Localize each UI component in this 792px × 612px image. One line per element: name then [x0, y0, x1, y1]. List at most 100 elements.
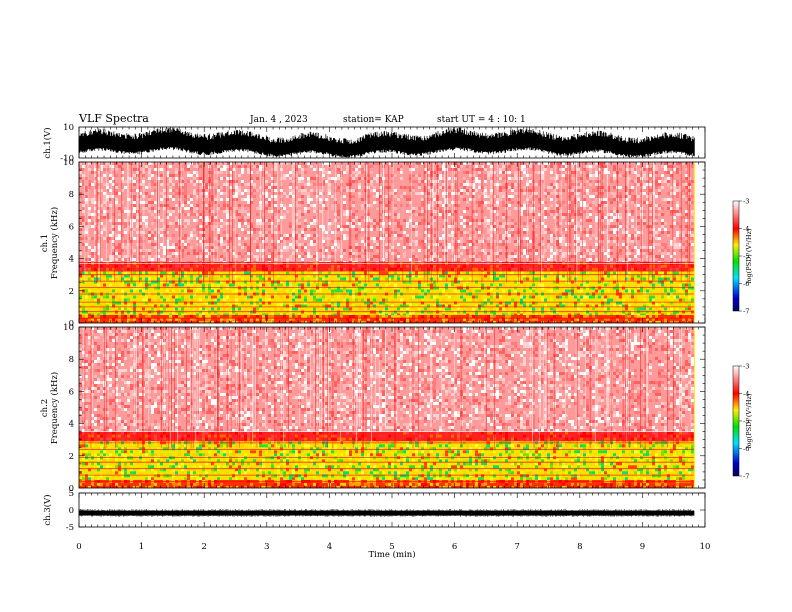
heat-cell	[505, 301, 508, 305]
heat-cell	[175, 277, 178, 281]
heat-cell	[94, 168, 97, 171]
heat-cell	[478, 271, 481, 275]
heat-cell	[406, 277, 409, 281]
heat-cell	[310, 280, 313, 284]
heat-cell	[373, 186, 376, 189]
heat-cell	[574, 301, 577, 305]
heat-cell	[394, 174, 397, 177]
heat-cell	[253, 183, 256, 186]
heat-cell	[415, 165, 418, 168]
heat-cell	[376, 283, 379, 287]
heat-cell	[205, 204, 208, 207]
heat-cell	[511, 313, 514, 315]
heat-cell	[481, 301, 484, 305]
heat-cell	[514, 186, 517, 189]
heat-cell	[448, 295, 451, 299]
heat-cell	[211, 295, 214, 299]
heat-cell	[208, 289, 211, 293]
heat-cell	[637, 207, 640, 210]
heat-cell	[121, 171, 124, 174]
heat-cell	[691, 180, 694, 183]
heat-cell	[328, 270, 331, 272]
heat-cell	[553, 204, 556, 207]
heat-cell	[634, 201, 637, 204]
heat-cell	[655, 314, 658, 318]
heat-cell	[208, 317, 211, 321]
heat-cell	[109, 307, 112, 311]
heat-cell	[667, 192, 670, 195]
heat-cell	[379, 192, 382, 195]
heat-cell	[184, 270, 187, 272]
heat-cell	[316, 313, 319, 315]
heat-cell	[583, 192, 586, 195]
heat-cell	[226, 165, 229, 168]
heat-cell	[253, 189, 256, 192]
heat-cell	[145, 207, 148, 210]
heat-cell	[271, 198, 274, 201]
heat-cell	[244, 289, 247, 293]
heat-cell	[643, 264, 646, 268]
heat-cell	[541, 271, 544, 275]
station-label: station= KAP	[343, 115, 404, 125]
heat-cell	[253, 313, 256, 315]
heat-cell	[319, 277, 322, 281]
heat-cell	[118, 204, 121, 207]
heat-cell	[235, 165, 238, 168]
heat-cell	[634, 301, 637, 305]
heat-cell	[424, 289, 427, 293]
heat-cell	[475, 177, 478, 180]
heat-cell	[556, 177, 559, 180]
heat-cell	[307, 314, 310, 318]
heat-cell	[454, 304, 457, 308]
heat-cell	[631, 186, 634, 189]
heat-cell	[460, 195, 463, 198]
heat-cell	[436, 301, 439, 305]
heat-cell	[268, 301, 271, 305]
heat-cell	[313, 295, 316, 299]
heat-cell	[151, 280, 154, 284]
heat-cell	[343, 274, 346, 278]
heat-cell	[655, 267, 658, 271]
heat-cell	[214, 295, 217, 299]
heat-cell	[133, 174, 136, 177]
heat-cell	[145, 264, 148, 268]
heat-cell	[268, 207, 271, 210]
heat-cell	[226, 274, 229, 278]
heat-cell	[496, 304, 499, 308]
heat-cell	[223, 210, 226, 213]
heat-cell	[301, 298, 304, 302]
heat-cell	[658, 267, 661, 271]
heat-cell	[313, 301, 316, 305]
heat-cell	[409, 277, 412, 281]
heat-cell	[82, 201, 85, 204]
heat-cell	[580, 301, 583, 305]
heat-cell	[295, 313, 298, 315]
heat-cell	[103, 210, 106, 213]
heat-cell	[331, 180, 334, 183]
heat-cell	[550, 171, 553, 174]
heat-cell	[562, 195, 565, 198]
heat-cell	[433, 283, 436, 287]
heat-cell	[238, 267, 241, 271]
heat-cell	[286, 320, 289, 323]
heat-cell	[316, 298, 319, 302]
heat-cell	[400, 168, 403, 171]
heat-cell	[535, 314, 538, 318]
heat-cell	[121, 289, 124, 293]
heat-cell	[412, 201, 415, 204]
heat-cell	[469, 264, 472, 268]
heat-cell	[262, 289, 265, 293]
heat-cell	[538, 320, 541, 323]
heat-cell	[403, 317, 406, 321]
heat-cell	[391, 289, 394, 293]
heat-cell	[160, 264, 163, 268]
heat-cell	[463, 216, 466, 219]
heat-cell	[337, 213, 340, 216]
heat-cell	[556, 313, 559, 315]
heat-cell	[91, 201, 94, 204]
heat-cell	[367, 298, 370, 302]
heat-cell	[109, 298, 112, 302]
heat-cell	[334, 313, 337, 315]
heat-cell	[691, 201, 694, 204]
heat-cell	[472, 219, 475, 222]
